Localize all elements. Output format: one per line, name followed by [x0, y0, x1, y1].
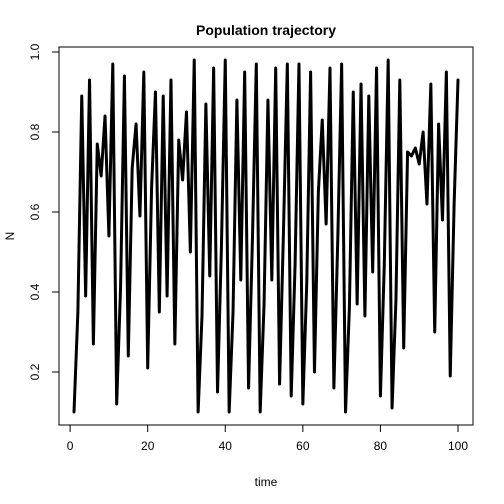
- y-tick-label: 0.6: [28, 203, 42, 220]
- x-tick-label: 80: [374, 439, 388, 453]
- x-tick-label: 20: [141, 439, 155, 453]
- series-line: [72, 58, 460, 414]
- x-tick-label: 0: [67, 439, 74, 453]
- x-axis: 0 20 40 60 80 100: [67, 424, 468, 453]
- x-tick-label: 60: [296, 439, 310, 453]
- y-tick-label: 1.0: [28, 43, 42, 60]
- y-axis-label: N: [3, 232, 17, 241]
- x-axis-label: time: [255, 475, 278, 489]
- y-axis: 0.2 0.4 0.6 0.8 1.0: [28, 43, 60, 380]
- y-tick-label: 0.4: [28, 283, 42, 300]
- x-tick-label: 100: [448, 439, 468, 453]
- chart-title: Population trajectory: [196, 22, 336, 38]
- y-tick-label: 0.8: [28, 123, 42, 140]
- y-tick-label: 0.2: [28, 363, 42, 380]
- x-tick-label: 40: [219, 439, 233, 453]
